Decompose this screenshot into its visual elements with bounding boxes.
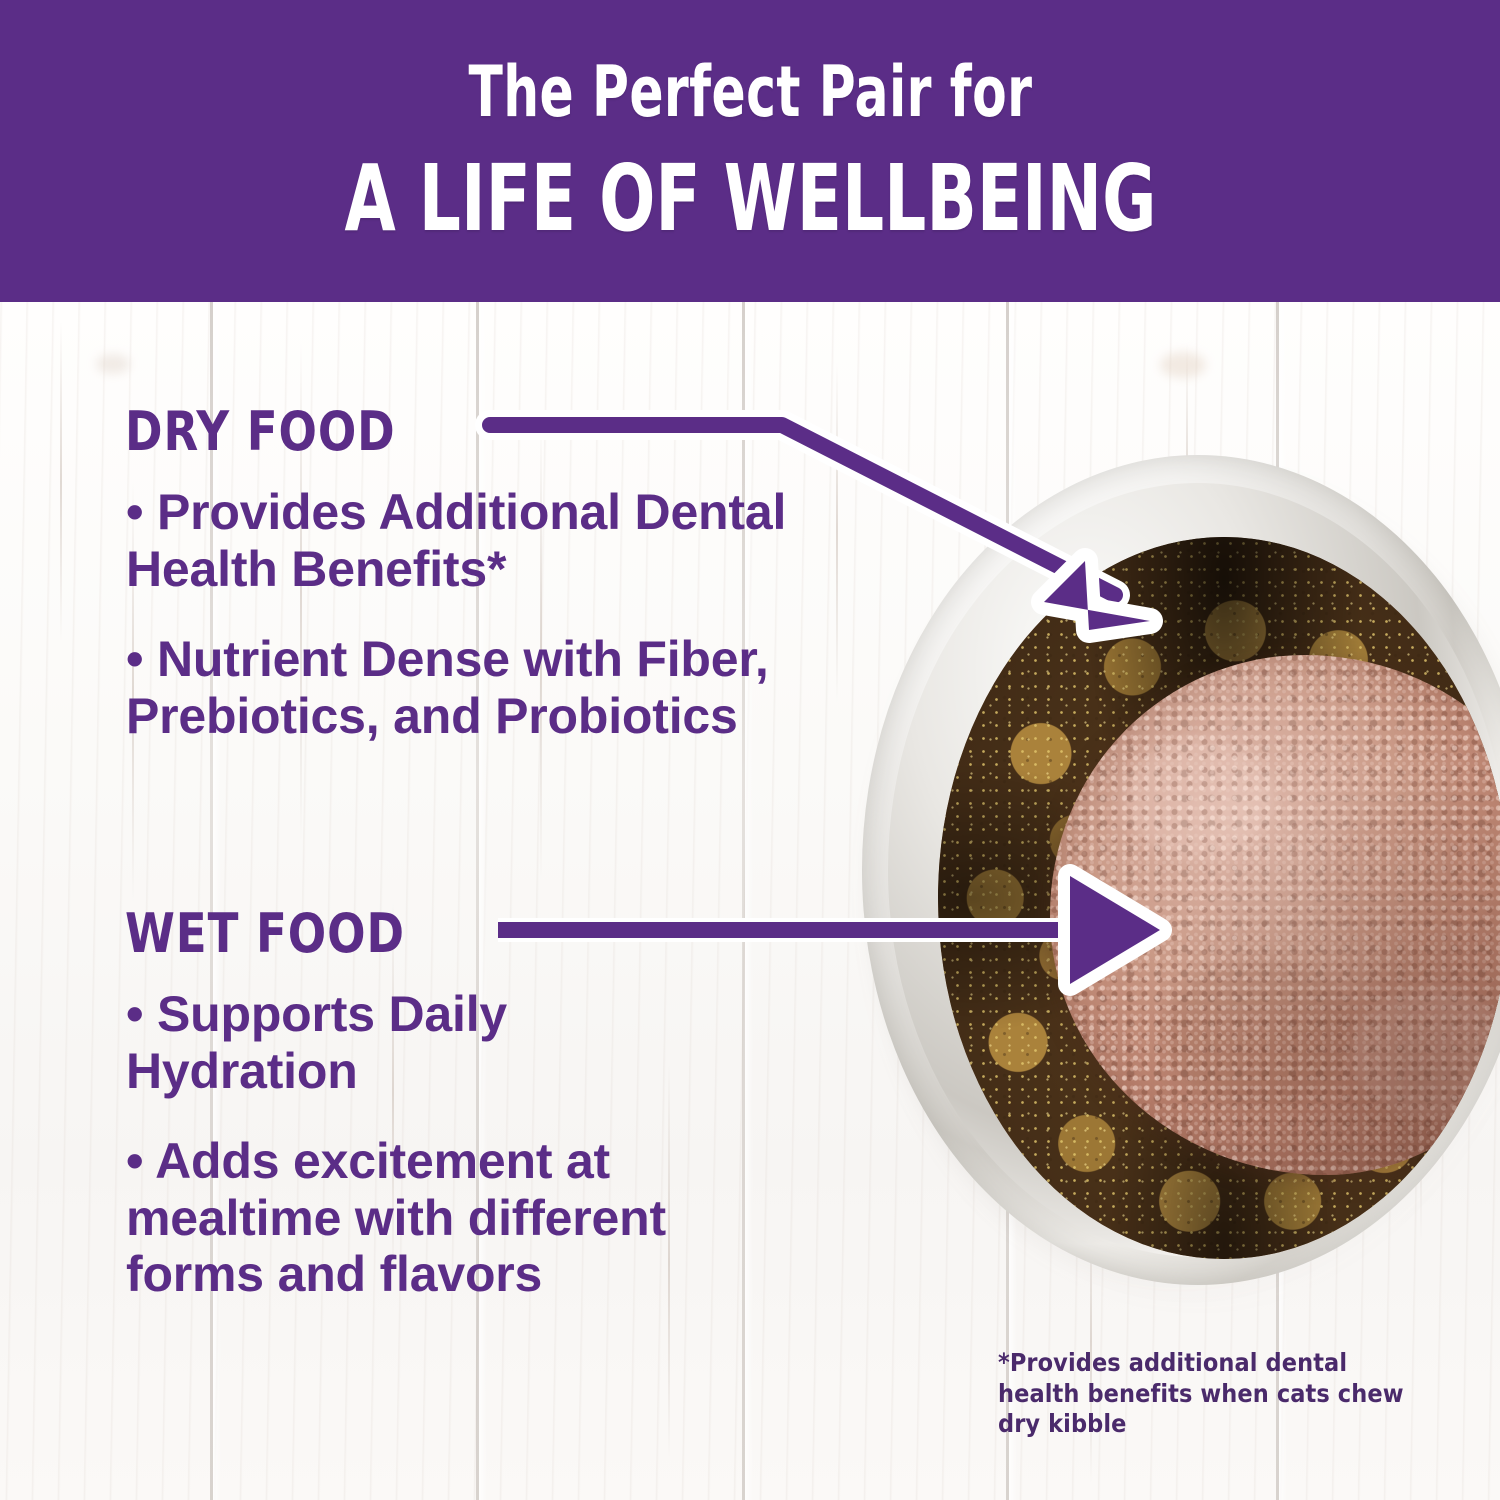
plank-seam (476, 302, 487, 1500)
benefits-copy-column: DRY FOOD • Provides Additional Dental He… (0, 302, 860, 1500)
wood-grain-streak (300, 342, 302, 842)
bowl-outer-rim (862, 455, 1500, 1285)
wood-knot (1160, 352, 1206, 378)
plank-seam (742, 302, 753, 1500)
bowl-basin (938, 537, 1500, 1259)
header-banner: The Perfect Pair for A LIFE OF WELLBEING (0, 0, 1500, 302)
wood-grain-streak (60, 322, 62, 642)
header-title-line1: The Perfect Pair for (468, 51, 1032, 133)
wet-food-pate (1050, 655, 1500, 1175)
plank-seam (210, 302, 221, 1500)
list-item: • Provides Additional Dental Health Bene… (126, 484, 787, 597)
pet-food-bowl-photo (862, 455, 1500, 1315)
dry-food-bullet-list: • Provides Additional Dental Health Bene… (126, 484, 836, 778)
wood-grain-streak (668, 1062, 670, 1462)
wood-grain-streak (1090, 1202, 1092, 1482)
wood-grain-streak (392, 902, 394, 1282)
list-item: • Supports Daily Hydration (126, 986, 508, 1099)
list-item: • Nutrient Dense with Fiber, Prebiotics,… (126, 631, 769, 744)
bowl-inner-rim (888, 483, 1500, 1259)
wood-knot (96, 354, 130, 374)
header-title-line2: A LIFE OF WELLBEING (344, 145, 1156, 252)
section-heading-dry-food: DRY FOOD (125, 400, 396, 463)
list-item: • Adds excitement at mealtime with diffe… (126, 1133, 666, 1302)
wood-grain-streak (540, 422, 542, 882)
footnote-text: *Provides additional dental health benef… (998, 1348, 1404, 1438)
wet-food-bullet-list: • Supports Daily Hydration • Adds excite… (126, 986, 686, 1337)
section-heading-wet-food: WET FOOD (125, 902, 405, 965)
wood-grain-streak (132, 482, 134, 902)
